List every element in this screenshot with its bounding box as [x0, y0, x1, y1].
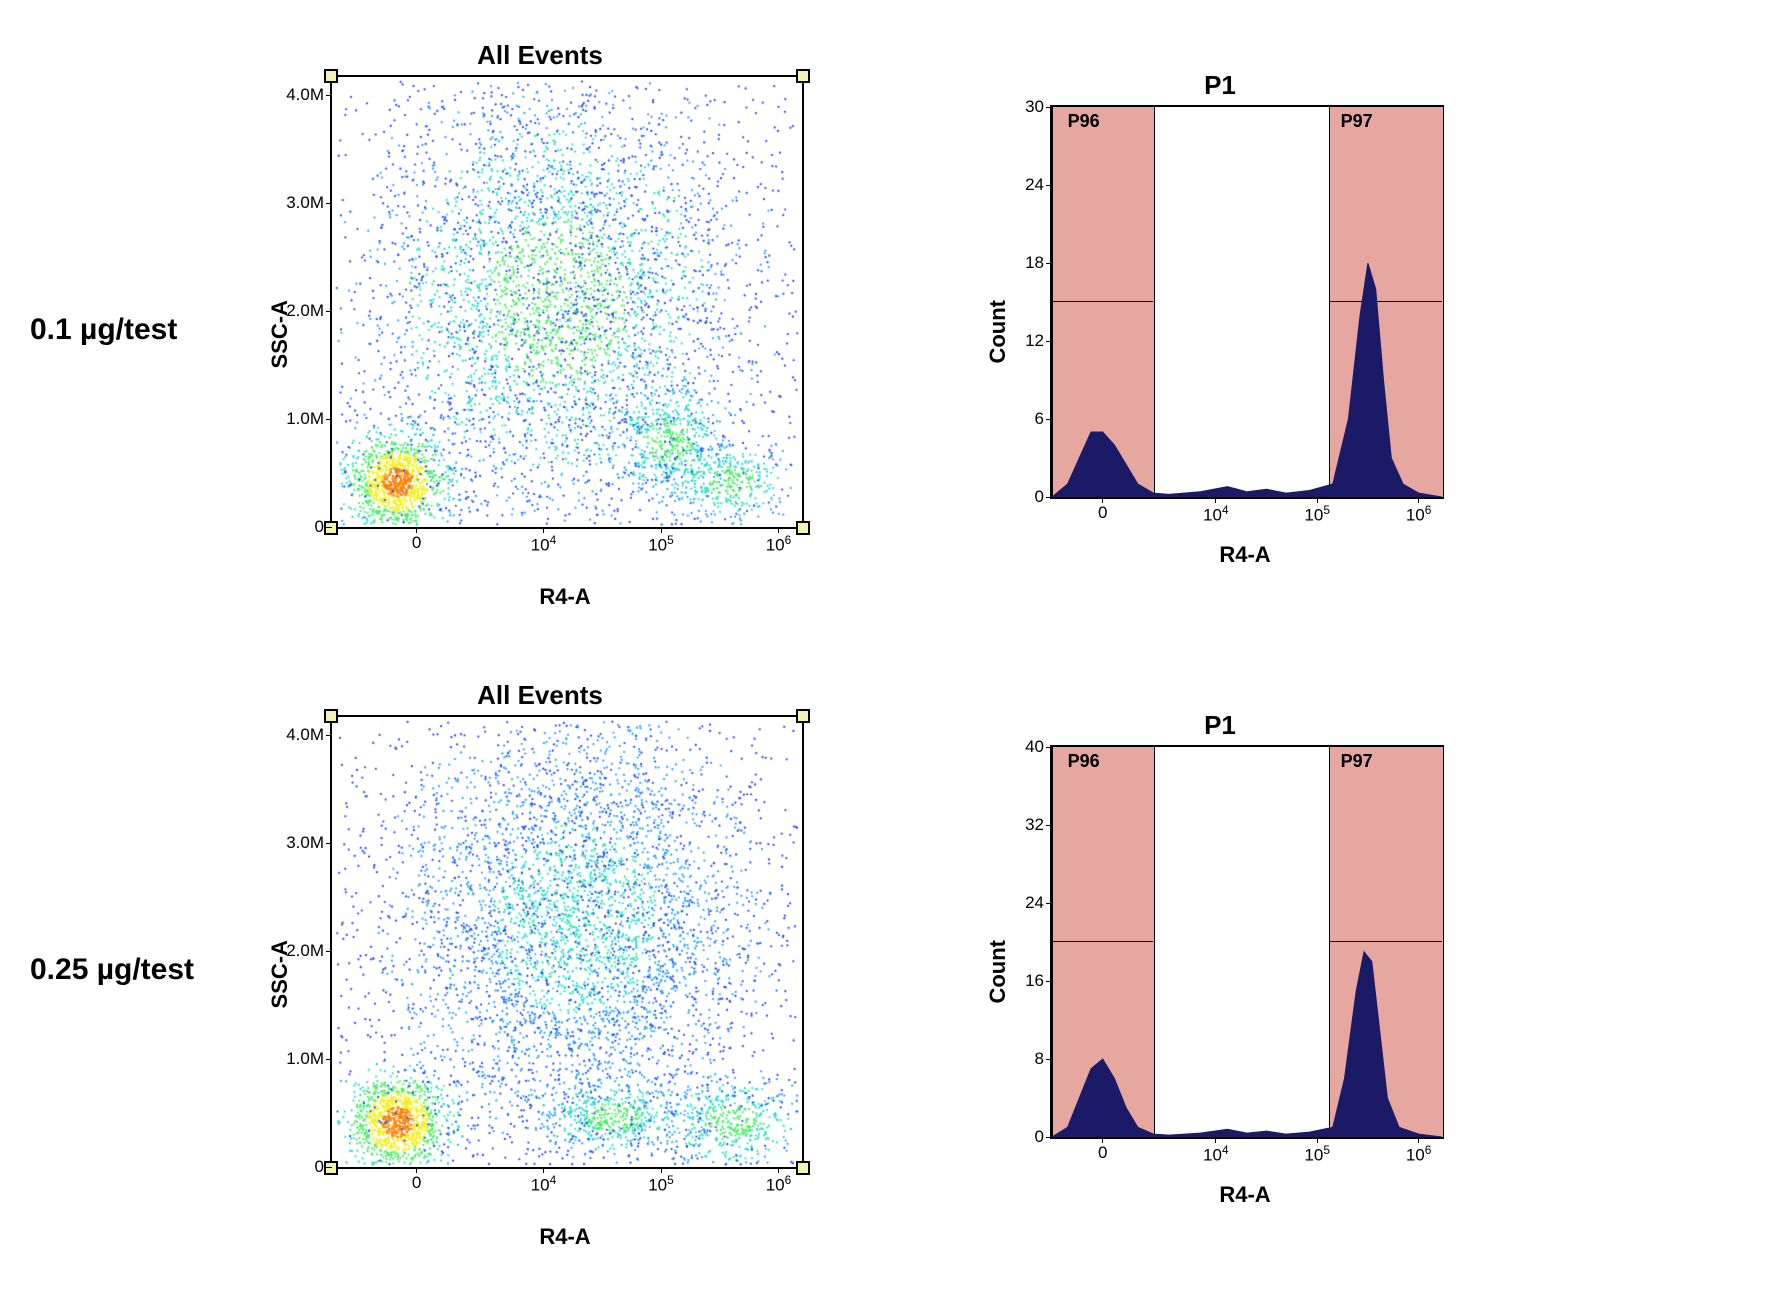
row-label-1: 0.1 µg/test: [20, 313, 240, 347]
hist-x-label: R4-A: [1050, 1182, 1440, 1208]
scatter-x-label: R4-A: [330, 584, 800, 610]
corner-handle: [324, 709, 338, 723]
corner-handle: [796, 1161, 810, 1175]
histogram-curve: [1052, 747, 1442, 1137]
scatter-panel-2: All Events 010410510601.0M2.0M3.0M4.0M S…: [240, 680, 840, 1260]
scatter-canvas: [332, 77, 802, 527]
scatter-canvas: [332, 717, 802, 1167]
hist-plot-area: 01041051060612182430P96P97: [1050, 105, 1444, 499]
scatter-title: All Events: [240, 680, 840, 711]
histogram-panel-1: P1 01041051060612182430P96P97 Count R4-A: [970, 70, 1470, 590]
scatter-plot-area: 010410510601.0M2.0M3.0M4.0M: [330, 75, 804, 529]
figure-grid: 0.1 µg/test All Events 010410510601.0M2.…: [20, 20, 1758, 1280]
histogram-curve: [1052, 107, 1442, 497]
scatter-title: All Events: [240, 40, 840, 71]
hist-x-label: R4-A: [1050, 542, 1440, 568]
hist-y-label: Count: [985, 300, 1011, 364]
scatter-x-label: R4-A: [330, 1224, 800, 1250]
corner-handle: [796, 69, 810, 83]
scatter-plot-area: 010410510601.0M2.0M3.0M4.0M: [330, 715, 804, 1169]
row-label-2: 0.25 µg/test: [20, 953, 240, 987]
corner-handle: [796, 709, 810, 723]
hist-plot-area: 01041051060816243240P96P97: [1050, 745, 1444, 1139]
scatter-panel-1: All Events 010410510601.0M2.0M3.0M4.0M S…: [240, 40, 840, 620]
scatter-y-label: SSC-A: [267, 300, 293, 368]
corner-handle: [796, 521, 810, 535]
histogram-panel-2: P1 01041051060816243240P96P97 Count R4-A: [970, 710, 1470, 1230]
scatter-y-label: SSC-A: [267, 940, 293, 1008]
hist-y-label: Count: [985, 940, 1011, 1004]
corner-handle: [324, 69, 338, 83]
